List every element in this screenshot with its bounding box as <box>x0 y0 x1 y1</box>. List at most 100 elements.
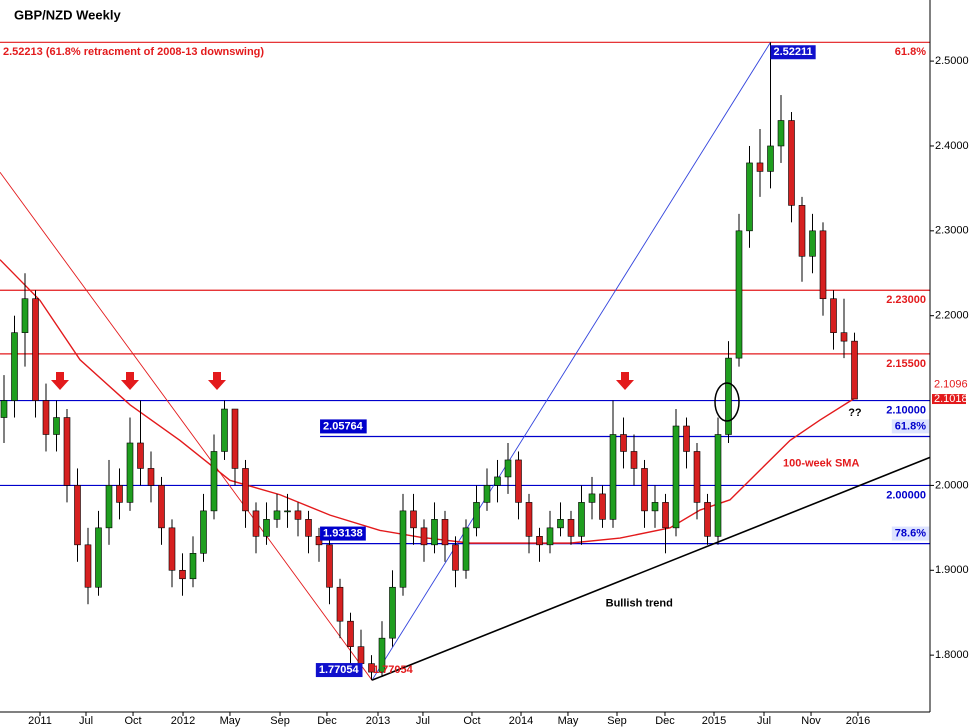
annotation: Bullish trend <box>606 597 673 609</box>
candle-body <box>494 476 501 486</box>
x-tick-label: 2013 <box>366 715 390 727</box>
candle-body <box>504 459 512 478</box>
candle-body <box>137 442 144 469</box>
candle-body <box>557 519 564 529</box>
candle-body <box>63 417 71 486</box>
level-label: 2.10000 <box>886 404 926 416</box>
candle-body <box>515 459 522 503</box>
level-right-label: 78.6% <box>895 528 926 540</box>
x-tick-label: May <box>220 715 241 727</box>
candle-body <box>210 451 218 512</box>
point-label: 2.52211 <box>774 46 813 58</box>
chart-title: GBP/NZD Weekly <box>14 7 121 22</box>
price-tag: 2.1096 <box>934 378 968 390</box>
x-tick-label: Jul <box>757 715 771 727</box>
candle-body <box>305 519 312 537</box>
candle-body <box>578 502 585 537</box>
candle-body <box>74 485 81 546</box>
candle-body <box>599 493 606 520</box>
candle-body <box>672 425 680 529</box>
candle-body <box>189 553 197 580</box>
candle-body <box>252 510 260 537</box>
x-tick-label: Oct <box>124 715 141 727</box>
candle-body <box>126 442 134 503</box>
candle-body <box>231 408 239 469</box>
candle-body <box>809 230 816 257</box>
candle-body <box>525 502 533 537</box>
x-tick-label: Nov <box>801 715 821 727</box>
candle-body <box>473 502 480 529</box>
candle-body <box>683 425 690 452</box>
candle-body <box>546 527 554 546</box>
candle-body <box>42 400 50 435</box>
candle-body <box>609 434 617 520</box>
candle-body <box>420 527 428 546</box>
price-tag-box <box>932 394 966 405</box>
candle-body <box>399 510 407 588</box>
candle-body <box>347 620 354 647</box>
x-tick-label: Oct <box>463 715 480 727</box>
x-tick-label: Dec <box>655 715 675 727</box>
x-tick-label: Sep <box>270 715 290 727</box>
candle-body <box>725 357 732 435</box>
candle-body <box>147 468 155 486</box>
y-tick-label: 2.2000 <box>935 310 969 322</box>
candle-body <box>777 120 785 147</box>
x-tick-label: 2015 <box>702 715 726 727</box>
y-tick-label: 2.4000 <box>935 140 969 152</box>
candle-body <box>714 434 722 537</box>
candle-body <box>105 485 113 529</box>
candle-body <box>284 510 291 513</box>
candles <box>0 42 858 681</box>
candle-body <box>0 400 8 418</box>
trendline <box>371 42 771 681</box>
sma-line <box>0 259 856 544</box>
level-label: 2.15500 <box>886 358 926 370</box>
annotations: 2.52213 (61.8% retracment of 2008-13 dow… <box>3 45 930 678</box>
candle-body <box>441 519 449 546</box>
candle-body <box>326 544 333 588</box>
candle-body <box>357 646 365 664</box>
candle-body <box>179 569 186 580</box>
level-label: 2.23000 <box>886 294 926 306</box>
candle-body <box>95 527 102 588</box>
highlight-circle <box>714 382 740 422</box>
x-tick-label: Jul <box>79 715 93 727</box>
candle-body <box>788 120 795 206</box>
level-right-label: 61.8% <box>895 420 926 432</box>
candle-body <box>756 162 764 172</box>
candle-body <box>693 451 701 503</box>
level-right-box <box>891 419 930 434</box>
candle-body <box>168 527 176 571</box>
candle-body <box>32 298 39 401</box>
candle-body <box>263 519 270 537</box>
x-tick-label: 2012 <box>171 715 195 727</box>
annotation: ?? <box>848 407 862 419</box>
candle-body <box>368 663 375 673</box>
candle-body <box>567 519 575 537</box>
candle-body <box>798 205 806 257</box>
candle-body <box>116 485 123 503</box>
candle-body <box>819 230 827 300</box>
candle-body <box>11 332 18 401</box>
level-label: 2.52213 (61.8% retracment of 2008-13 dow… <box>3 46 264 58</box>
x-tick-label: Dec <box>317 715 337 727</box>
candle-body <box>651 502 659 512</box>
y-tick-label: 2.5000 <box>935 55 969 67</box>
price-tag: 2.1018 <box>934 393 968 405</box>
candle-body <box>21 298 29 333</box>
candle-body <box>735 230 743 359</box>
y-tick-label: 1.8000 <box>935 649 969 661</box>
candle-body <box>389 586 396 639</box>
candle-body <box>315 536 323 546</box>
x-tick-label: 2014 <box>509 715 533 727</box>
x-tick-label: Sep <box>607 715 627 727</box>
annotation: 100-week SMA <box>783 457 859 469</box>
level-label: 2.00000 <box>886 489 926 501</box>
trendline <box>0 172 373 681</box>
candle-body <box>221 408 228 452</box>
annotation: 1.77054 <box>373 664 414 676</box>
candle-body <box>336 586 344 622</box>
